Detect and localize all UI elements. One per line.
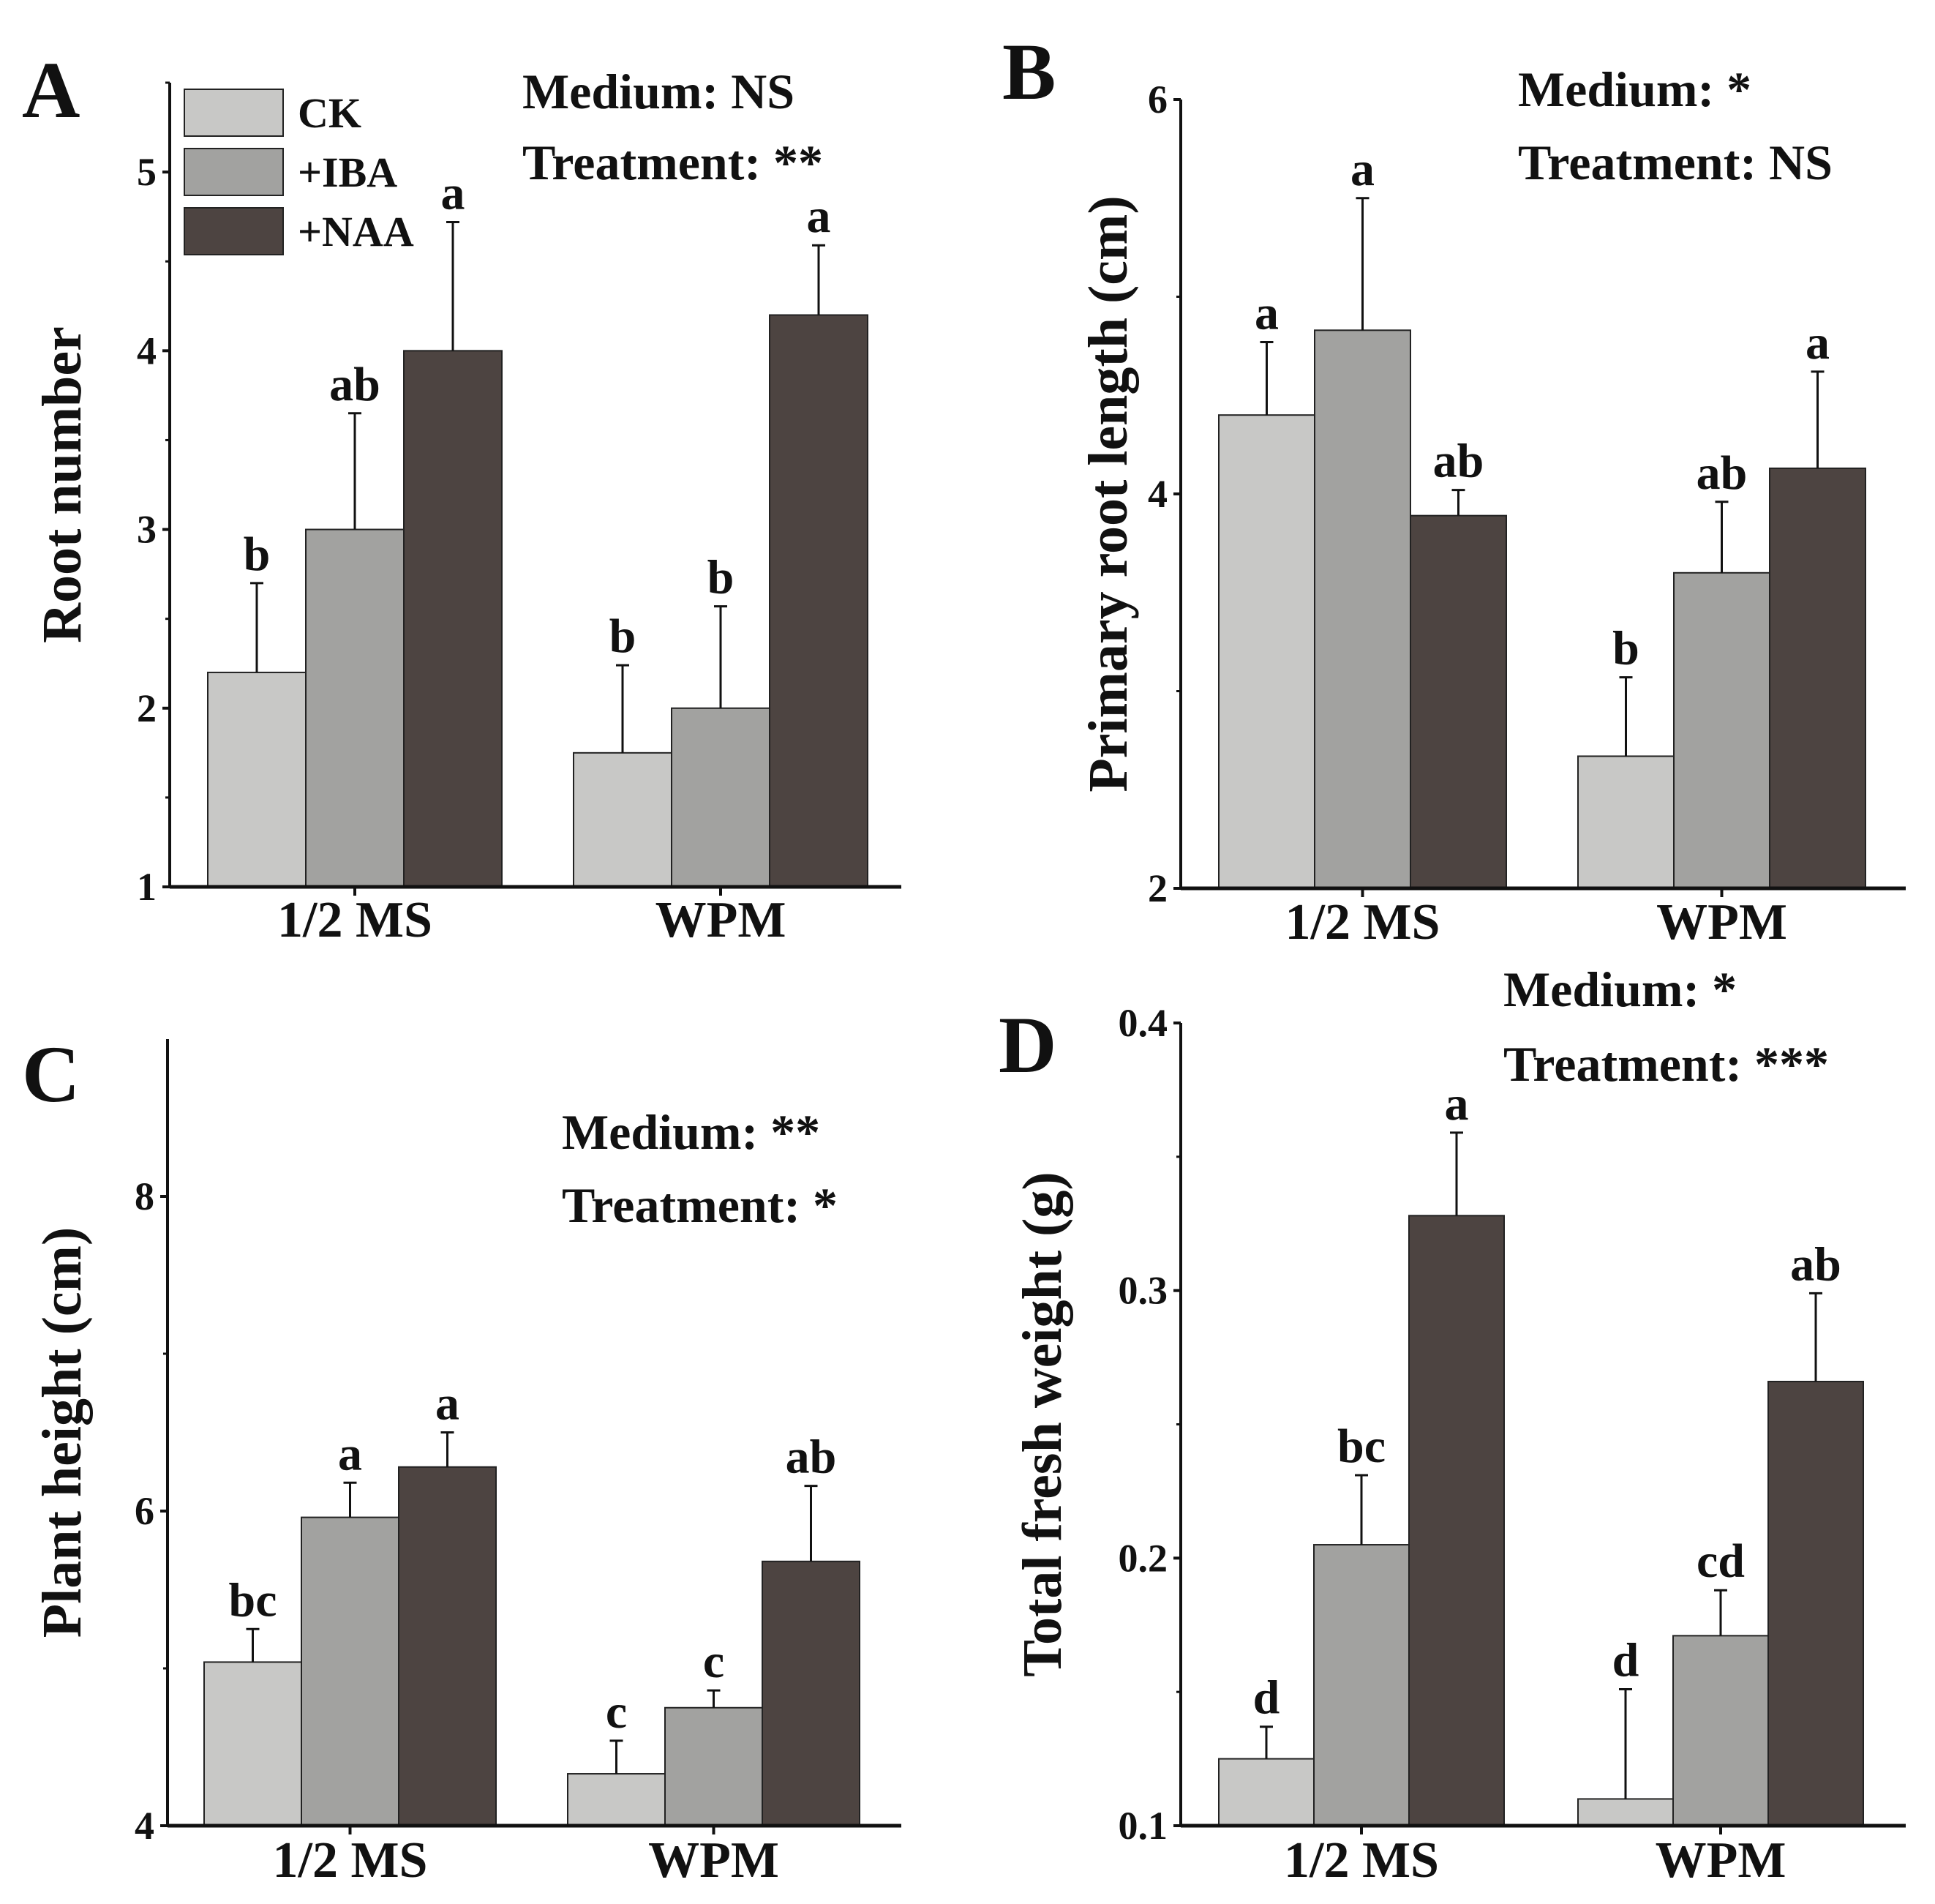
x-tick-label: WPM <box>1656 894 1787 951</box>
significance-letter: ab <box>1697 446 1748 500</box>
legend-swatch <box>184 148 284 196</box>
bar <box>1673 571 1770 889</box>
panel-d: Dd d bc cd a ab 0.1 0.2 0.3 0.4 1/2 MS WPM Total fre… <box>999 962 1906 1889</box>
bar <box>1410 514 1507 890</box>
y-tick-label: 6 <box>1148 78 1168 121</box>
legend-label: +IBA <box>298 149 397 196</box>
y-tick-label: 1 <box>137 865 157 909</box>
significance-letter: c <box>606 1685 627 1739</box>
significance-letter: b <box>609 610 636 663</box>
y-tick-label: 8 <box>135 1174 154 1218</box>
bar <box>769 314 868 888</box>
significance-letter: a <box>338 1427 362 1480</box>
bar <box>398 1466 497 1827</box>
stat-annotation: Medium: ** <box>562 1104 820 1160</box>
legend-swatch <box>184 89 284 137</box>
bar <box>305 528 405 888</box>
y-tick-label: 4 <box>135 1804 154 1848</box>
x-tick-label: WPM <box>1656 1832 1786 1889</box>
legend-label: CK <box>298 89 361 137</box>
y-tick-label: 4 <box>1148 472 1168 516</box>
panel-c: Cbc c a c a ab 4 6 8 1/2 MS WPM Plant height (cm) Me… <box>22 1030 901 1889</box>
bar <box>671 707 770 888</box>
bar <box>1313 1544 1410 1827</box>
y-tick-label: 2 <box>1148 866 1168 910</box>
stat-annotation: Treatment: NS <box>1518 135 1833 190</box>
y-axis-label: Root number <box>31 326 93 643</box>
significance-letter: b <box>244 528 271 581</box>
x-tick-label: 1/2 MS <box>1284 1832 1439 1889</box>
panel-label: C <box>22 1030 80 1119</box>
bar <box>203 1661 302 1826</box>
y-tick-label: 0.4 <box>1119 1001 1168 1045</box>
significance-letter: a <box>435 1377 459 1431</box>
y-axis-label: Primary root length (cm) <box>1078 195 1139 792</box>
significance-letter: ab <box>1790 1237 1841 1291</box>
panel-label: D <box>999 1000 1056 1090</box>
significance-letter: a <box>1255 286 1279 340</box>
bar <box>1577 755 1675 890</box>
stat-annotation: Medium: NS <box>522 64 794 119</box>
significance-letter: ab <box>1433 435 1484 488</box>
y-tick-label: 0.2 <box>1119 1536 1168 1580</box>
significance-letter: ab <box>786 1431 837 1484</box>
x-tick-label: 1/2 MS <box>273 1832 428 1889</box>
significance-letter: c <box>703 1635 724 1688</box>
stat-annotation: Treatment: ** <box>522 135 823 190</box>
significance-letter: a <box>807 190 831 243</box>
significance-letter: cd <box>1697 1534 1745 1588</box>
significance-letter: bc <box>1337 1420 1386 1473</box>
y-tick-label: 0.1 <box>1119 1804 1168 1848</box>
y-tick-label: 0.3 <box>1119 1269 1168 1313</box>
y-tick-label: 6 <box>135 1489 154 1533</box>
y-axis-label: Total fresh weight (g) <box>1012 1172 1073 1676</box>
bar <box>1218 1758 1315 1826</box>
panel-a: Ab b ab b a a 1 2 3 4 5 1/2 MS WPM Root number Medium:… <box>22 45 901 948</box>
significance-letter: a <box>441 166 465 220</box>
significance-letter: a <box>1806 316 1830 370</box>
bar <box>1314 329 1411 889</box>
significance-letter: ab <box>329 358 380 411</box>
significance-letter: bc <box>229 1573 277 1627</box>
bar <box>573 752 672 888</box>
significance-letter: a <box>1445 1077 1469 1131</box>
bar <box>403 350 503 888</box>
stat-annotation: Treatment: * <box>562 1177 838 1233</box>
bar <box>1218 414 1315 889</box>
x-tick-label: 1/2 MS <box>277 892 432 948</box>
x-tick-label: WPM <box>655 892 786 948</box>
significance-letter: b <box>707 551 734 604</box>
x-tick-label: 1/2 MS <box>1285 894 1440 951</box>
panel-label: A <box>22 45 80 135</box>
bar <box>762 1560 860 1827</box>
stat-annotation: Treatment: *** <box>1503 1036 1829 1092</box>
significance-letter: d <box>1612 1634 1639 1687</box>
bar <box>1767 1380 1864 1826</box>
legend: CK +IBA +NAA <box>184 89 414 255</box>
bar <box>1769 467 1866 889</box>
y-axis-label: Plant height (cm) <box>31 1227 93 1638</box>
y-tick-label: 3 <box>137 508 157 552</box>
bar <box>1672 1635 1769 1827</box>
bar <box>1408 1215 1505 1826</box>
stat-annotation: Medium: * <box>1518 61 1751 117</box>
significance-letter: a <box>1350 143 1375 196</box>
legend-label: +NAA <box>298 208 414 255</box>
bar <box>567 1773 666 1827</box>
significance-letter: d <box>1253 1671 1280 1725</box>
bar <box>1577 1798 1674 1827</box>
bar <box>664 1706 763 1826</box>
legend-swatch <box>184 207 284 255</box>
y-tick-label: 2 <box>137 686 157 730</box>
stat-annotation: Medium: * <box>1503 962 1737 1017</box>
panel-label: B <box>1002 27 1056 116</box>
significance-letter: b <box>1612 622 1639 675</box>
x-tick-label: WPM <box>648 1832 779 1889</box>
bar <box>207 671 307 888</box>
y-tick-label: 4 <box>137 329 157 372</box>
y-tick-label: 5 <box>137 150 157 194</box>
bar <box>301 1516 399 1827</box>
